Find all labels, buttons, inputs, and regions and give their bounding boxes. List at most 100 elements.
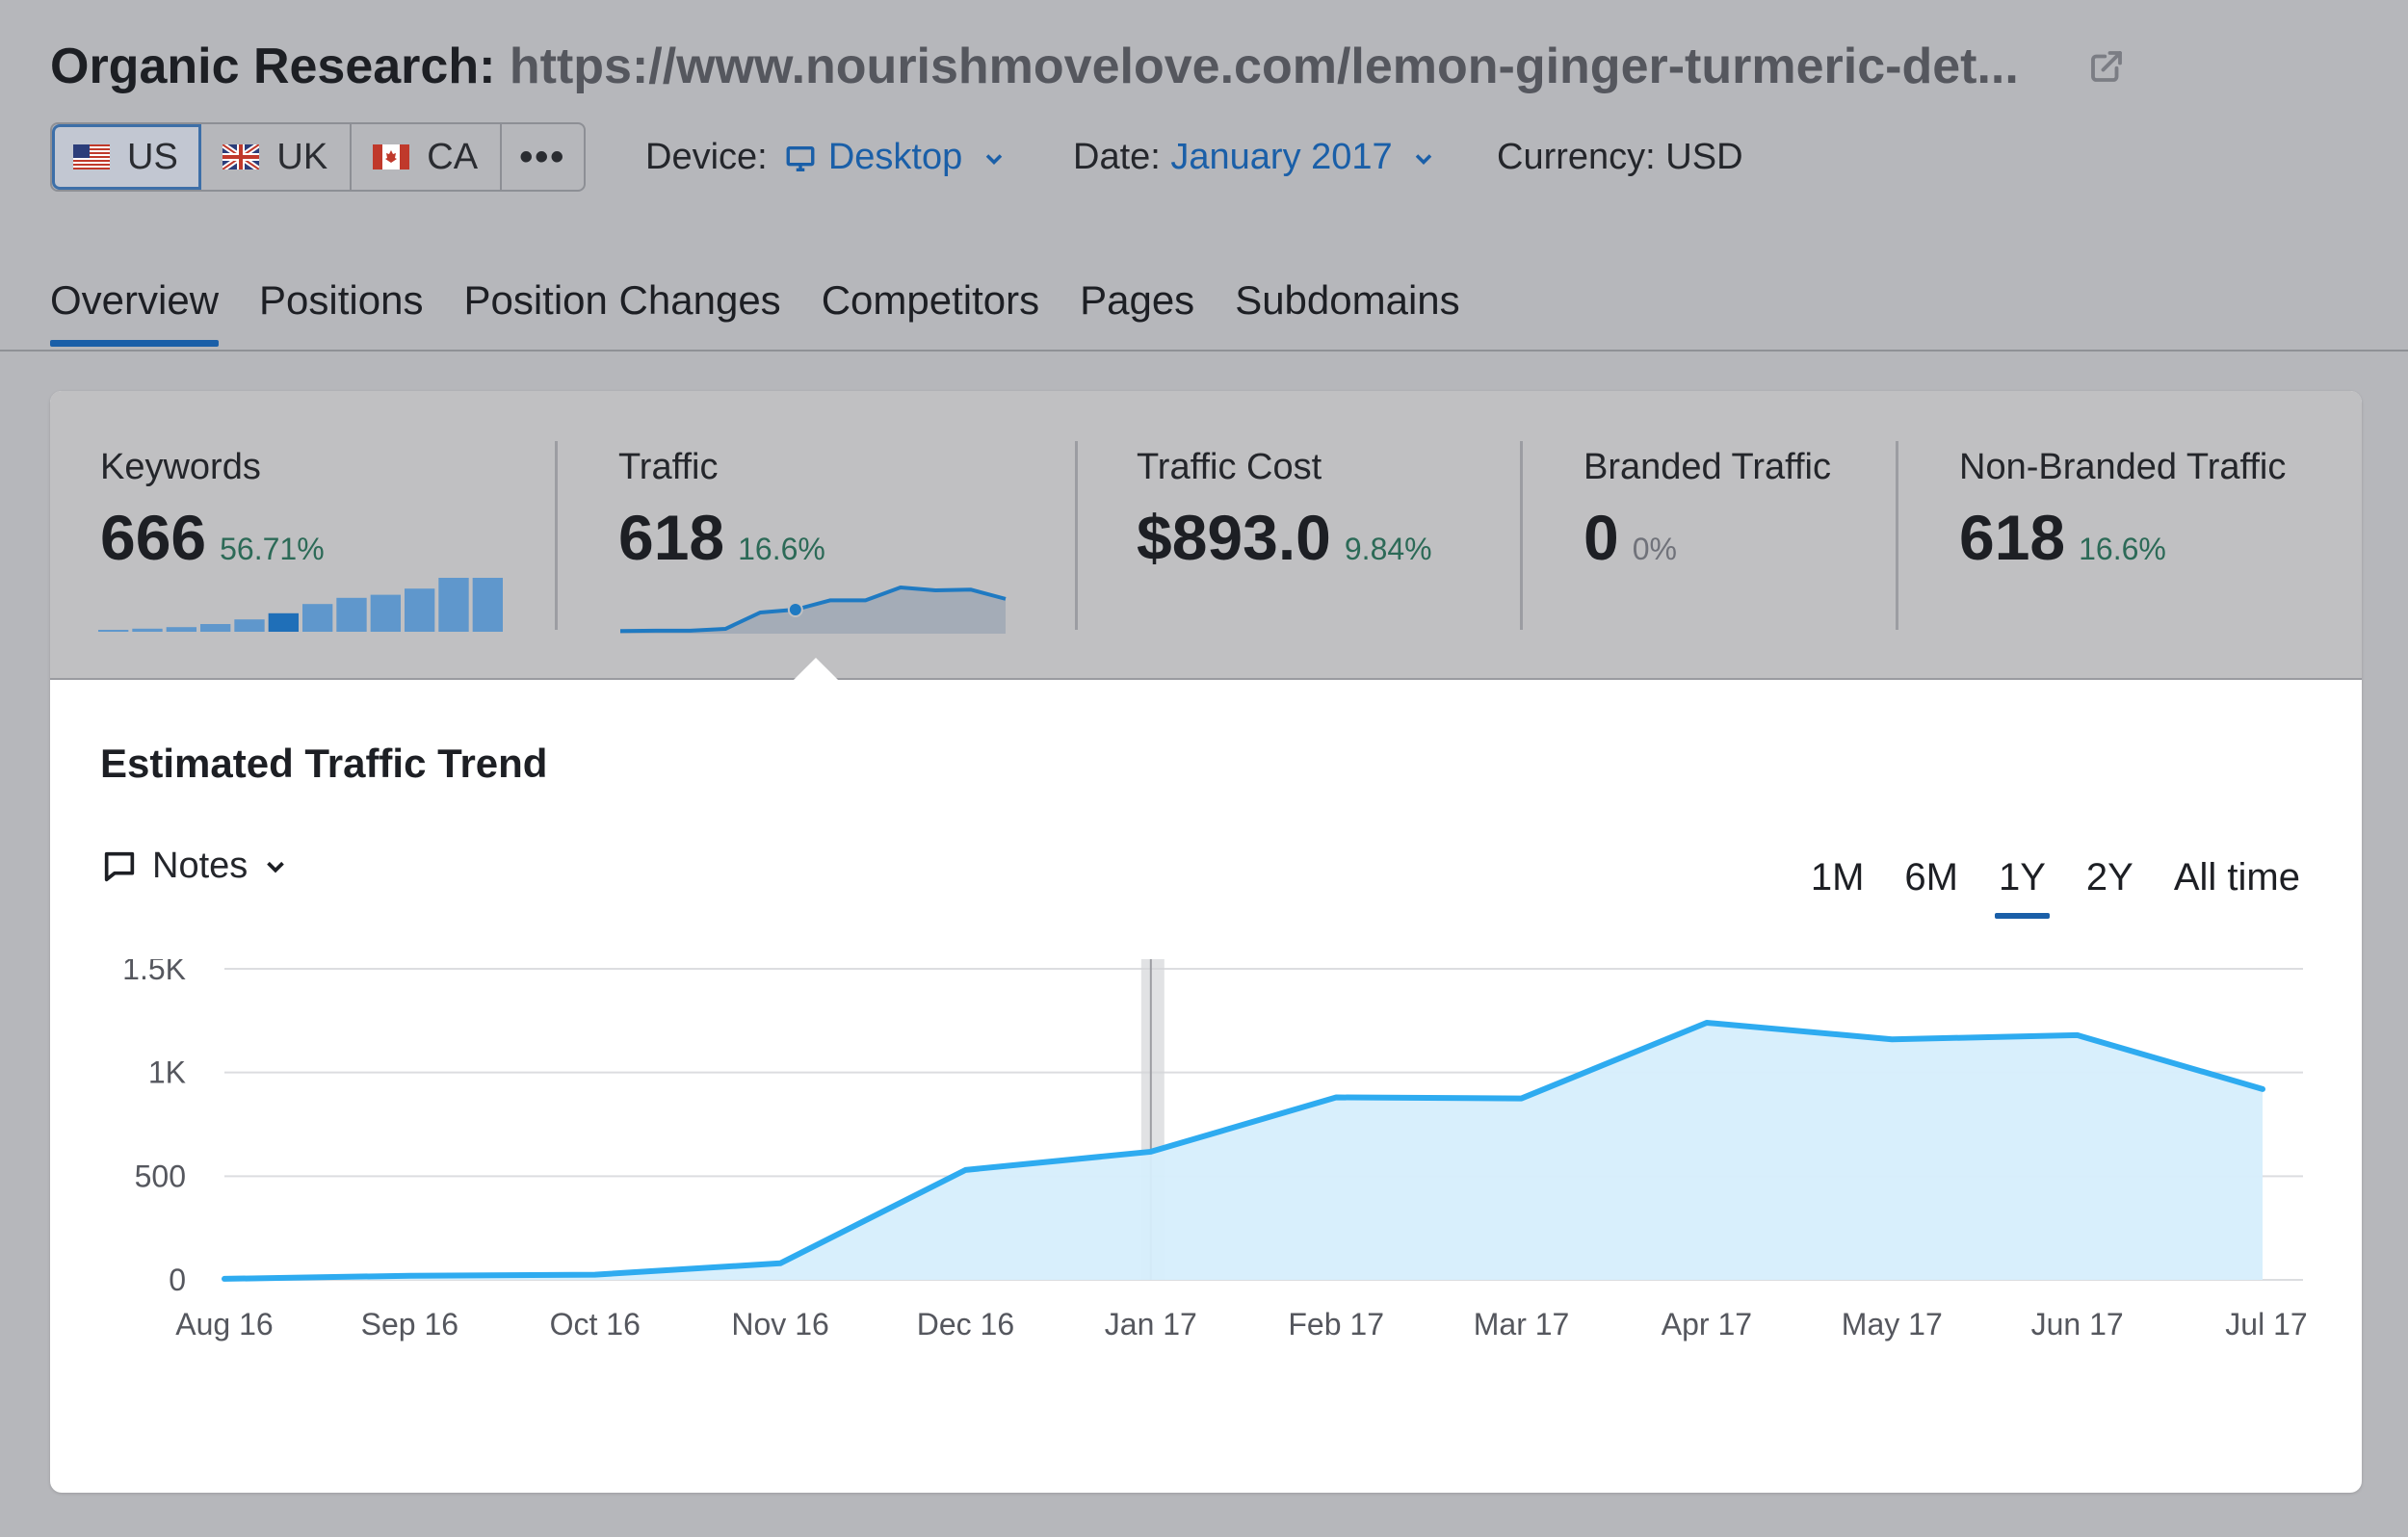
traffic-change: 16.6% xyxy=(738,532,825,566)
device-value: Desktop xyxy=(827,137,963,177)
traffic-cost-value: $893.0 xyxy=(1137,502,1331,573)
traffic-spark-point xyxy=(787,602,803,617)
tab-positions[interactable]: Positions xyxy=(259,277,424,323)
page-title-label: Organic Research: xyxy=(50,39,496,94)
x-tick-label: Apr 17 xyxy=(1662,1307,1752,1342)
keywords-value: 666 xyxy=(100,502,207,573)
chevron-down-icon xyxy=(267,861,285,873)
database-us-label: US xyxy=(127,136,178,177)
metric-divider xyxy=(1896,441,1898,630)
keywords-spark-bar xyxy=(200,624,231,632)
x-tick-label: Sep 16 xyxy=(361,1307,458,1342)
tab-competitors[interactable]: Competitors xyxy=(821,277,1040,323)
keywords-spark-bar xyxy=(132,628,163,632)
uk-flag-icon xyxy=(222,144,260,169)
traffic-sparkline xyxy=(619,586,1007,634)
device-filter[interactable]: Device: Desktop xyxy=(645,133,1008,181)
chevron-down-icon xyxy=(985,154,1003,165)
period-all-time[interactable]: All time xyxy=(2173,856,2300,899)
tab-position-changes[interactable]: Position Changes xyxy=(463,277,781,323)
tab-subdomains[interactable]: Subdomains xyxy=(1235,277,1460,323)
keywords-spark-bar xyxy=(98,630,129,632)
us-flag-icon xyxy=(73,144,111,169)
report-tabs: Overview Positions Position Changes Comp… xyxy=(50,274,1460,347)
summary-panel: Keywords 666 56.71% Traffic 618 16.6% Tr… xyxy=(50,391,2362,680)
desktop-icon xyxy=(786,145,815,172)
branded-traffic-change: 0% xyxy=(1632,532,1677,566)
traffic-cost-label: Traffic Cost xyxy=(1137,447,1322,487)
traffic-spark-area xyxy=(620,587,1006,634)
x-tick-label: Mar 17 xyxy=(1474,1307,1570,1342)
x-tick-label: Jun 17 xyxy=(2031,1307,2124,1342)
database-ca-label: CA xyxy=(427,136,479,177)
keywords-spark-bar xyxy=(302,604,333,632)
period-1m[interactable]: 1M xyxy=(1810,856,1865,899)
date-filter[interactable]: Date: January 2017 xyxy=(1073,133,1437,181)
keywords-spark-bar xyxy=(370,594,401,632)
tab-overview[interactable]: Overview xyxy=(50,274,220,347)
currency-value: USD xyxy=(1665,137,1743,177)
branded-traffic-metric[interactable]: Branded Traffic 0 0% xyxy=(1584,445,1831,574)
notes-label: Notes xyxy=(152,846,249,886)
x-tick-label: Feb 17 xyxy=(1288,1307,1384,1342)
database-us-button[interactable]: US xyxy=(52,124,201,190)
keywords-metric[interactable]: Keywords 666 56.71% xyxy=(100,445,325,574)
period-2y[interactable]: 2Y xyxy=(2085,856,2133,899)
branded-traffic-value: 0 xyxy=(1584,502,1619,573)
traffic-metric[interactable]: Traffic 618 16.6% xyxy=(618,445,825,574)
more-databases-button[interactable]: ••• xyxy=(502,124,584,190)
date-label: Date: xyxy=(1073,137,1161,177)
keywords-label: Keywords xyxy=(100,447,261,487)
non-branded-traffic-label: Non-Branded Traffic xyxy=(1959,447,2287,487)
page-title: Organic Research: https://www.nourishmov… xyxy=(50,35,2019,98)
traffic-line xyxy=(222,1019,2265,1282)
keywords-spark-bar xyxy=(438,578,469,632)
trend-title: Estimated Traffic Trend xyxy=(100,741,548,786)
external-link-icon[interactable] xyxy=(2086,46,2127,87)
database-ca-button[interactable]: CA xyxy=(352,124,502,190)
traffic-value: 618 xyxy=(618,502,725,573)
currency-label: Currency: xyxy=(1497,137,1656,177)
period-1y[interactable]: 1Y xyxy=(1994,851,2050,919)
non-branded-traffic-change: 16.6% xyxy=(2079,532,2166,566)
branded-traffic-label: Branded Traffic xyxy=(1584,447,1832,487)
y-tick-label: 500 xyxy=(135,1159,186,1193)
y-tick-label: 1.5K xyxy=(122,959,186,986)
keywords-spark-bar xyxy=(405,588,435,632)
x-tick-label: Jul 17 xyxy=(2225,1307,2307,1342)
x-tick-label: Dec 16 xyxy=(917,1307,1014,1342)
traffic-trend-chart[interactable]: 0 500 1K 1.5K Aug 16 Sep 16 Oct 16 Nov 16 Dec 16… xyxy=(50,959,2362,1479)
traffic-spark-line xyxy=(619,586,1007,634)
metric-divider xyxy=(1520,441,1523,630)
non-branded-traffic-value: 618 xyxy=(1959,502,2066,573)
currency-display: Currency: USD xyxy=(1497,133,1743,181)
period-selector: 1M 6M 1Y 2Y All time xyxy=(1810,851,2300,919)
chevron-down-icon xyxy=(1416,154,1432,165)
x-tick-label: Nov 16 xyxy=(731,1307,828,1342)
database-selector: US UK CA ••• xyxy=(50,122,586,192)
keywords-spark-bar xyxy=(166,627,196,632)
traffic-area xyxy=(224,1022,2263,1280)
traffic-label: Traffic xyxy=(618,447,719,487)
non-branded-traffic-metric[interactable]: Non-Branded Traffic 618 16.6% xyxy=(1959,445,2286,574)
comment-icon xyxy=(104,851,135,881)
notes-dropdown[interactable]: Notes xyxy=(100,846,290,887)
y-tick-label: 1K xyxy=(148,1055,186,1090)
date-value: January 2017 xyxy=(1170,137,1393,177)
x-tick-label: Aug 16 xyxy=(175,1307,273,1342)
tab-pages[interactable]: Pages xyxy=(1080,277,1195,323)
page-title-url[interactable]: https://www.nourishmovelove.com/lemon-gi… xyxy=(509,39,2019,94)
period-6m[interactable]: 6M xyxy=(1904,856,1958,899)
keywords-spark-bar xyxy=(234,619,265,632)
metric-divider xyxy=(555,441,558,630)
keywords-spark-bar xyxy=(472,578,503,632)
x-tick-label: Jan 17 xyxy=(1105,1307,1197,1342)
ca-flag-icon xyxy=(373,144,410,169)
traffic-cost-change: 9.84% xyxy=(1344,532,1432,566)
traffic-cost-metric[interactable]: Traffic Cost $893.0 9.84% xyxy=(1137,445,1432,574)
database-uk-button[interactable]: UK xyxy=(201,124,352,190)
database-uk-label: UK xyxy=(276,136,328,177)
tabs-divider xyxy=(0,350,2408,352)
x-tick-label: Oct 16 xyxy=(550,1307,641,1342)
overview-card: Keywords 666 56.71% Traffic 618 16.6% Tr… xyxy=(50,391,2362,1493)
